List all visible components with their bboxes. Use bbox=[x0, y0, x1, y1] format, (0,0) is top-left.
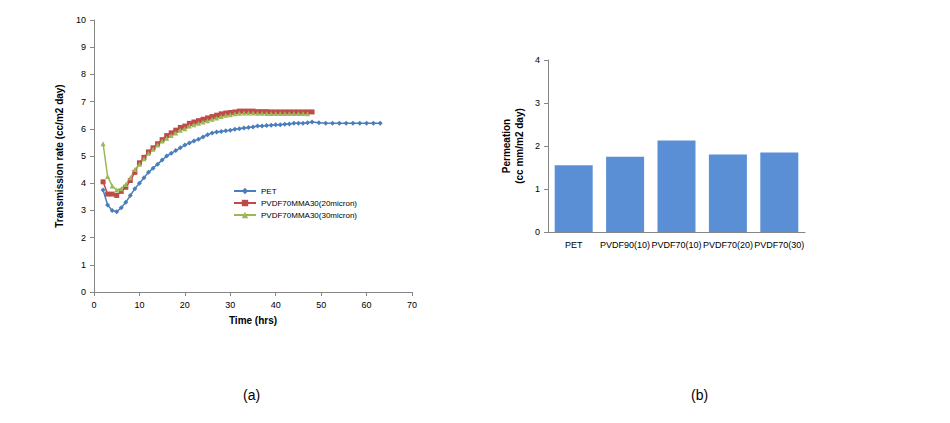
svg-text:30: 30 bbox=[225, 300, 235, 310]
svg-text:1: 1 bbox=[81, 260, 86, 270]
svg-text:40: 40 bbox=[271, 300, 281, 310]
svg-text:0: 0 bbox=[535, 227, 540, 237]
svg-text:5: 5 bbox=[81, 151, 86, 161]
svg-text:0: 0 bbox=[91, 300, 96, 310]
svg-text:Transmission rate (cc/m2 day): Transmission rate (cc/m2 day) bbox=[54, 84, 65, 227]
svg-text:PVDF70(20): PVDF70(20) bbox=[703, 240, 753, 250]
svg-text:PVDF70MMA30(20micron): PVDF70MMA30(20micron) bbox=[261, 199, 357, 208]
svg-text:(b): (b) bbox=[691, 387, 708, 403]
svg-text:4: 4 bbox=[81, 178, 86, 188]
svg-text:PVDF70MMA30(30micron): PVDF70MMA30(30micron) bbox=[261, 211, 357, 220]
svg-text:PET: PET bbox=[565, 240, 583, 250]
svg-text:Permeation: Permeation bbox=[501, 119, 512, 173]
svg-text:PET: PET bbox=[261, 187, 277, 196]
svg-text:0: 0 bbox=[81, 287, 86, 297]
svg-text:10: 10 bbox=[134, 300, 144, 310]
svg-text:(a): (a) bbox=[243, 387, 260, 403]
svg-text:Time (hrs): Time (hrs) bbox=[229, 315, 277, 326]
svg-text:60: 60 bbox=[362, 300, 372, 310]
svg-text:3: 3 bbox=[535, 98, 540, 108]
svg-text:2: 2 bbox=[81, 233, 86, 243]
svg-text:4: 4 bbox=[535, 55, 540, 65]
svg-text:1: 1 bbox=[535, 184, 540, 194]
svg-text:50: 50 bbox=[316, 300, 326, 310]
svg-text:2: 2 bbox=[535, 141, 540, 151]
svg-text:PVDF90(10): PVDF90(10) bbox=[600, 240, 650, 250]
svg-text:8: 8 bbox=[81, 69, 86, 79]
svg-text:6: 6 bbox=[81, 124, 86, 134]
svg-text:20: 20 bbox=[180, 300, 190, 310]
svg-text:70: 70 bbox=[407, 300, 417, 310]
svg-text:(cc mm/m2 day): (cc mm/m2 day) bbox=[514, 108, 525, 184]
svg-text:7: 7 bbox=[81, 97, 86, 107]
svg-text:10: 10 bbox=[76, 15, 86, 25]
svg-text:3: 3 bbox=[81, 205, 86, 215]
svg-text:9: 9 bbox=[81, 42, 86, 52]
svg-text:PVDF70(30): PVDF70(30) bbox=[754, 240, 804, 250]
svg-text:PVDF70(10): PVDF70(10) bbox=[651, 240, 701, 250]
